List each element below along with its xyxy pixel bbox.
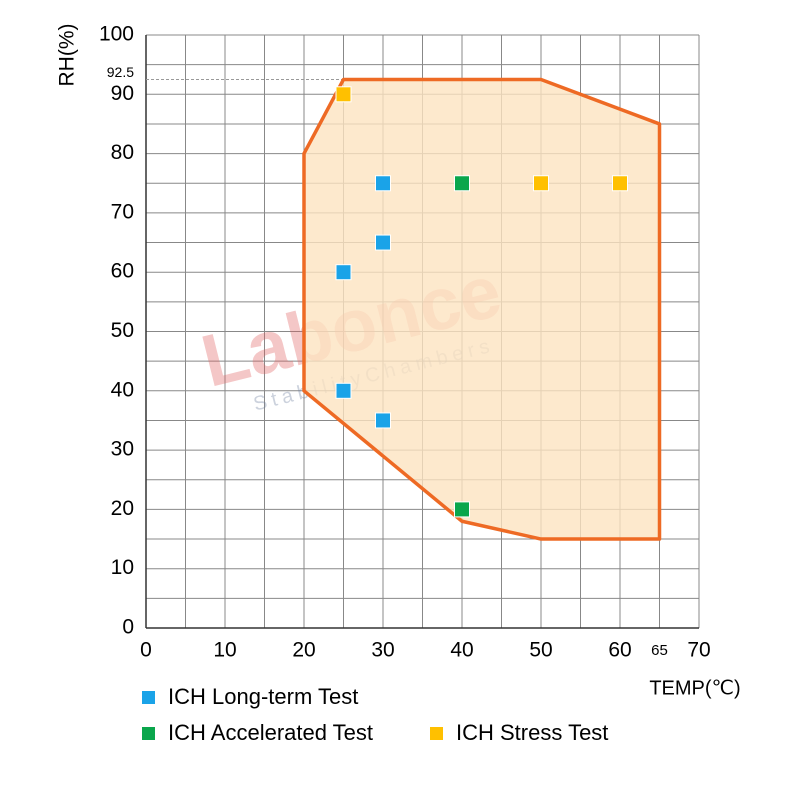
point bbox=[335, 382, 352, 399]
point bbox=[335, 264, 352, 281]
x-tick-label: 60 bbox=[608, 639, 631, 662]
legend-swatch bbox=[430, 727, 443, 740]
x-tick-label: 50 bbox=[529, 639, 552, 662]
y-tick-label: 10 bbox=[111, 556, 134, 579]
point bbox=[375, 234, 391, 251]
point bbox=[375, 175, 391, 192]
y-axis-label: RH(%) bbox=[56, 24, 79, 87]
y-tick-label: 50 bbox=[111, 319, 134, 342]
region bbox=[302, 77, 662, 541]
y-tick-label: 60 bbox=[111, 260, 134, 283]
point bbox=[454, 175, 470, 192]
point bbox=[612, 175, 628, 192]
x-tick-label: 10 bbox=[213, 639, 236, 662]
y-tick-label: 40 bbox=[111, 378, 134, 401]
x-tick-label: 30 bbox=[371, 639, 394, 662]
x-extra-tick-label: 65 bbox=[651, 642, 668, 659]
legend-swatch bbox=[142, 727, 155, 740]
point bbox=[454, 501, 470, 518]
x-tick-label: 20 bbox=[292, 639, 315, 662]
y-tick-label: 0 bbox=[122, 616, 134, 639]
point bbox=[335, 86, 352, 103]
legend-label: ICH Long-term Test bbox=[168, 684, 358, 709]
y-extra-tick-label: 92.5 bbox=[107, 64, 134, 80]
x-axis-label: TEMP(℃) bbox=[649, 677, 740, 699]
point bbox=[375, 412, 391, 429]
x-tick-label: 70 bbox=[687, 639, 710, 662]
y-tick-label: 100 bbox=[99, 23, 134, 46]
y-tick-label: 90 bbox=[111, 82, 134, 105]
y-tick-label: 20 bbox=[111, 497, 134, 520]
point bbox=[533, 175, 549, 192]
y-tick-label: 70 bbox=[111, 200, 134, 223]
y-tick-label: 80 bbox=[111, 141, 134, 164]
legend-label: ICH Accelerated Test bbox=[168, 720, 373, 745]
legend-label: ICH Stress Test bbox=[456, 720, 608, 745]
x-tick-label: 40 bbox=[450, 639, 473, 662]
y-tick-label: 30 bbox=[111, 438, 134, 461]
x-tick-label: 0 bbox=[140, 639, 152, 662]
legend-swatch bbox=[142, 691, 155, 704]
